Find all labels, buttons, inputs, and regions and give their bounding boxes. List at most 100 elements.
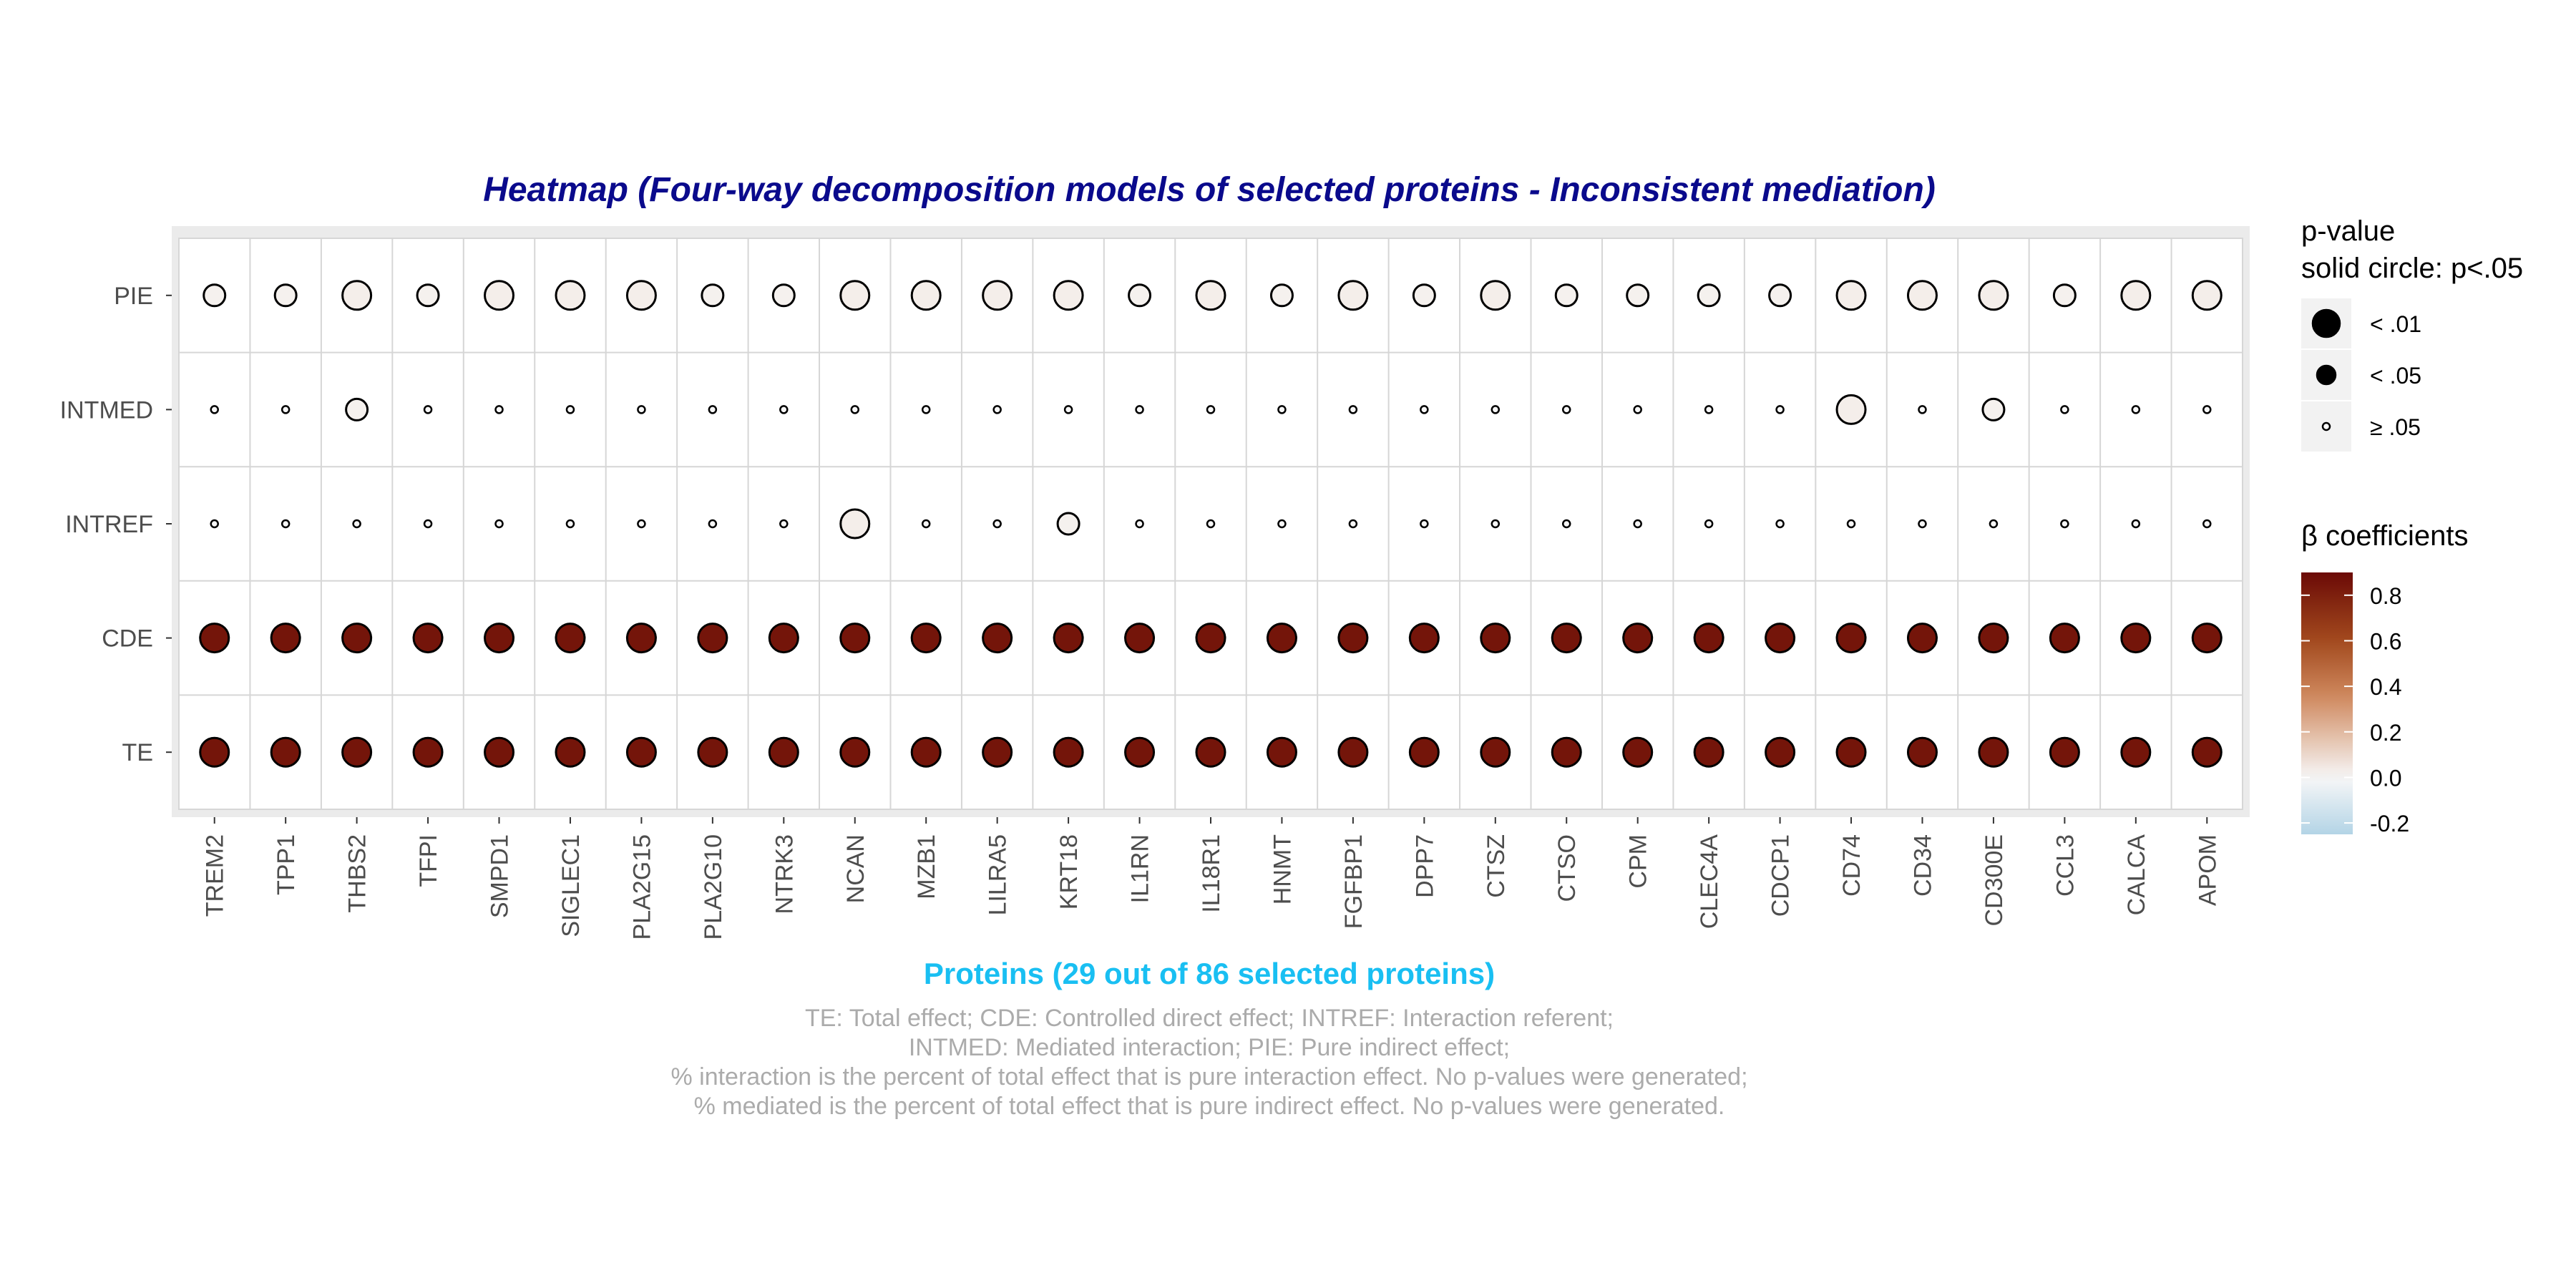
x-tick-label: CPM [1625,834,1652,889]
data-point [839,623,871,654]
size-legend-label: < .05 [2370,363,2421,389]
size-legend-symbol [2321,421,2331,431]
data-point [1765,623,1796,654]
data-point [1622,623,1654,654]
x-tick-label: CCL3 [2051,834,2079,897]
x-tick-label: MZB1 [913,834,940,899]
data-point [1491,405,1501,414]
data-point [1561,405,1571,414]
data-point [921,405,931,414]
data-point [565,405,575,414]
x-tick-label: CALCA [2123,834,2150,916]
x-tick-label: LILRA5 [985,834,1012,915]
data-point [1408,736,1440,768]
color-bar-label: 0.0 [2370,765,2401,791]
data-point [423,519,433,529]
data-point [1551,623,1582,654]
x-tick-label: HNMT [1269,834,1296,904]
data-point [1412,283,1436,308]
data-point [625,280,657,311]
caption-line: % interaction is the percent of total ef… [670,1063,1747,1091]
data-point [270,736,301,768]
data-point [1124,736,1156,768]
data-point [412,623,444,654]
x-tick-label: CD74 [1838,834,1865,897]
data-point [199,623,230,654]
data-point [1053,623,1084,654]
data-point [992,405,1002,414]
data-point [352,519,361,529]
data-point [280,405,291,414]
data-point [1491,519,1501,529]
size-legend-subtitle: solid circle: p<.05 [2301,253,2523,284]
data-point [850,405,860,414]
data-point [494,405,504,414]
data-point [2202,405,2212,414]
x-tick-label: FGFBP1 [1340,834,1367,929]
data-point [1693,736,1724,768]
data-point [1266,736,1297,768]
data-point [423,405,433,414]
data-point [2191,280,2223,311]
data-point [1348,519,1358,529]
size-legend-symbol [2311,308,2341,338]
data-point [270,623,301,654]
caption-line: INTMED: Mediated interaction; PIE: Pure … [909,1034,1510,1061]
x-tick-label: APOM [2194,834,2221,906]
data-point [708,405,718,414]
data-point [637,405,646,414]
data-point [2131,519,2141,529]
data-point [1266,623,1297,654]
data-point [839,736,871,768]
data-point [1622,736,1654,768]
data-point [1561,519,1571,529]
data-point [2052,283,2077,308]
data-point [1348,405,1358,414]
x-tick-label: PLA2G15 [628,834,655,940]
x-axis: TREM2 TPP1 THBS2 TFPI SMPD1 SIGLEC1 PLA2G15 PLA… [202,817,2221,940]
data-point [1978,623,2009,654]
data-point [910,736,942,768]
data-point [203,283,227,308]
data-point [625,736,657,768]
data-point [1135,519,1144,529]
x-tick-label: CLEC4A [1696,834,1723,930]
color-legend-title: β coefficients [2301,520,2469,552]
data-point [1124,623,1156,654]
data-point [779,519,789,529]
data-point [921,519,931,529]
data-point [273,283,298,308]
size-legend-label: < .01 [2370,311,2421,337]
data-point [494,519,504,529]
data-point [1053,280,1084,311]
x-tick-label: TFPI [415,834,442,887]
color-bar-label: -0.2 [2370,811,2409,836]
size-legend-symbol [2316,364,2337,386]
data-point [1480,736,1511,768]
data-point [1918,519,1927,529]
data-point [1981,397,2006,421]
data-point [1195,736,1226,768]
data-point [280,519,291,529]
data-point [910,623,942,654]
data-point [701,283,725,308]
x-tick-label: CTSO [1553,834,1581,902]
data-point [982,280,1013,311]
data-point [555,623,586,654]
data-point [839,280,871,311]
color-bar-label: 0.8 [2370,583,2401,609]
data-point [992,519,1002,529]
x-tick-label: CD300E [1981,834,2008,927]
data-point [1195,623,1226,654]
x-tick-label: THBS2 [344,834,371,913]
data-point [412,736,444,768]
data-point [1775,405,1785,414]
x-tick-label: SMPD1 [487,834,514,918]
data-point [779,405,789,414]
data-point [982,736,1013,768]
data-point [1206,519,1216,529]
y-tick-label: PIE [114,283,153,310]
data-point [341,623,373,654]
x-tick-label: IL1RN [1127,834,1154,903]
data-points [199,280,2223,768]
